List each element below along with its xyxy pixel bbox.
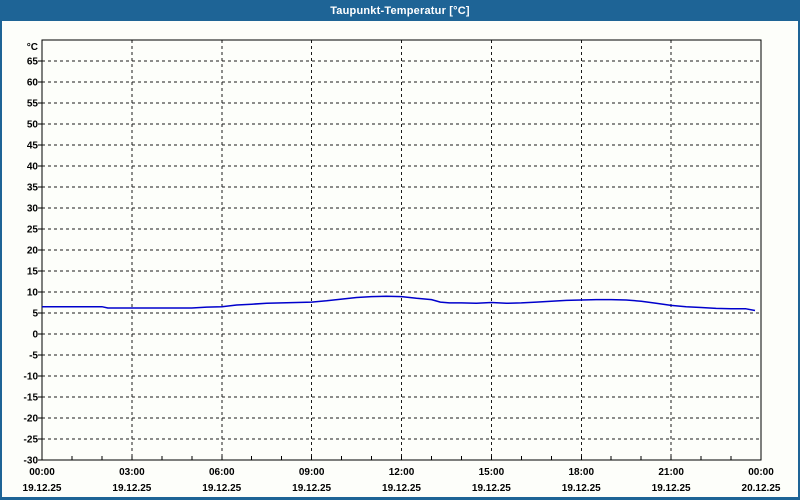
chart-title: Taupunkt-Temperatur [°C] [330, 4, 470, 17]
chart-data-line [42, 295, 756, 312]
svg-text:-5: -5 [29, 351, 38, 362]
svg-text:0: 0 [32, 330, 38, 341]
chart-gridlines [42, 40, 761, 460]
x-axis-date-label: 20.12.25 [742, 483, 781, 494]
x-axis-date-label: 19.12.25 [382, 483, 421, 494]
x-axis-date-label: 19.12.25 [112, 483, 151, 494]
x-axis-date-label: 19.12.25 [23, 483, 62, 494]
x-axis-time-label: 06:00 [209, 467, 235, 478]
x-axis-date-label: 19.12.25 [292, 483, 331, 494]
svg-text:20: 20 [27, 246, 39, 257]
svg-text:5: 5 [32, 309, 38, 320]
svg-text:65: 65 [27, 57, 39, 68]
dewpoint-temperature-chart: -30 -25 -20 -15 -10 -5 0 5 10 15 20 25 30 35 40 45 50 55 6… [23, 39, 781, 494]
svg-text:50: 50 [27, 120, 39, 131]
svg-text:35: 35 [27, 183, 39, 194]
x-axis-time-label: 18:00 [568, 467, 594, 478]
svg-text:15: 15 [27, 267, 39, 278]
x-axis-time-label: 03:00 [119, 467, 145, 478]
chart-axis-labels: -30 -25 -20 -15 -10 -5 0 5 10 15 20 25 30 35 40 45 50 55 6… [23, 42, 781, 494]
svg-text:40: 40 [27, 162, 39, 173]
series-Taupunkt-Temperatur [42, 295, 756, 312]
svg-text:-10: -10 [24, 372, 39, 383]
x-axis-date-label: 19.12.25 [202, 483, 241, 494]
svg-text:30: 30 [27, 204, 39, 215]
x-axis-date-label: 19.12.25 [472, 483, 511, 494]
x-axis-time-label: 15:00 [479, 467, 505, 478]
x-axis-time-label: 21:00 [658, 467, 684, 478]
x-axis-time-label: 00:00 [748, 467, 774, 478]
x-axis-time-label: 12:00 [389, 467, 415, 478]
svg-text:25: 25 [27, 225, 39, 236]
svg-text:-15: -15 [24, 393, 39, 404]
svg-text:10: 10 [27, 288, 39, 299]
x-axis-time-label: 00:00 [29, 467, 55, 478]
svg-text:-30: -30 [24, 456, 39, 467]
svg-text:45: 45 [27, 141, 39, 152]
svg-text:55: 55 [27, 99, 39, 110]
x-axis-date-label: 19.12.25 [562, 483, 601, 494]
x-axis-time-label: 09:00 [299, 467, 325, 478]
svg-text:-20: -20 [24, 414, 39, 425]
svg-text:-25: -25 [24, 435, 39, 446]
svg-text:60: 60 [27, 78, 39, 89]
chart-axis-ticks [38, 60, 732, 461]
y-axis-unit-label: °C [27, 42, 38, 53]
chart-titlebar: Taupunkt-Temperatur [°C] [2, 2, 798, 21]
x-axis-date-label: 19.12.25 [652, 483, 691, 494]
